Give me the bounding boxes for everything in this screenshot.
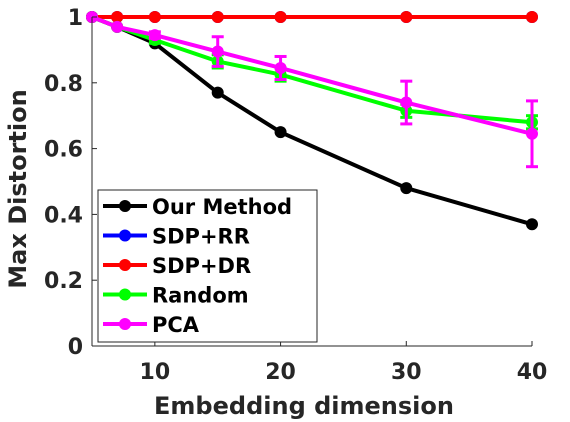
x-tick-label: 40	[517, 360, 548, 385]
axes	[91, 17, 532, 347]
data-point	[111, 20, 124, 33]
legend-swatch-marker	[119, 200, 131, 212]
data-point	[274, 61, 287, 74]
legend-item: Our Method	[103, 195, 292, 219]
y-tick-label: 0.4	[44, 203, 83, 228]
y-tick-label: 1	[68, 6, 83, 31]
legend-label: SDP+DR	[152, 254, 251, 278]
series-pca	[86, 11, 538, 169]
legend-label: Our Method	[152, 195, 292, 219]
legend-label: Random	[152, 284, 249, 308]
x-tick-label: 30	[391, 360, 422, 385]
y-tick-label: 0.8	[44, 72, 83, 97]
data-point	[211, 86, 224, 99]
legend-label: PCA	[152, 313, 200, 337]
legend-swatch-marker	[119, 259, 131, 271]
data-point	[526, 11, 538, 23]
data-point	[111, 11, 124, 23]
data-point	[400, 182, 413, 195]
y-tick-label: 0	[68, 335, 83, 360]
legend-item: SDP+RR	[103, 225, 250, 249]
data-point	[148, 11, 161, 23]
legend-swatch-marker	[119, 229, 131, 242]
legend-swatch-marker	[119, 318, 131, 330]
data-point	[526, 218, 538, 231]
legend-item: SDP+DR	[103, 254, 251, 278]
legend-item: PCA	[103, 313, 200, 337]
legend: Our Method SDP+RR SDP+DR Random PCA	[97, 189, 318, 343]
ticks: 10 20 30 40 0 0.2 0.4 0.6 0.8 1	[44, 6, 547, 385]
data-point	[274, 11, 287, 23]
data-point	[526, 127, 538, 140]
legend-label: SDP+RR	[152, 225, 250, 249]
data-point	[148, 29, 161, 42]
data-point	[211, 45, 224, 58]
data-point	[274, 126, 287, 139]
y-tick-label: 0.6	[44, 138, 83, 163]
legend-swatch-marker	[119, 288, 131, 301]
y-tick-label: 0.2	[44, 269, 83, 294]
data-point	[400, 96, 413, 109]
y-axis-label: Max Distortion	[4, 89, 32, 288]
series-sdp-dr	[86, 11, 538, 23]
x-axis-label: Embedding dimension	[154, 392, 454, 420]
plot-lines	[86, 11, 538, 231]
legend-item: Random	[103, 284, 249, 308]
series-random	[86, 11, 538, 131]
x-tick-label: 10	[140, 360, 171, 385]
x-tick-label: 20	[265, 360, 296, 385]
data-point	[211, 11, 224, 23]
data-point	[400, 11, 413, 23]
